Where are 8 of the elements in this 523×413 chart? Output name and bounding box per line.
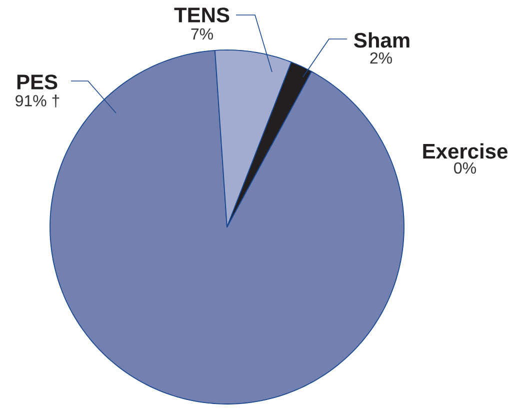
category-label: Exercise	[423, 143, 508, 159]
slice-label: PES	[17, 74, 58, 90]
data-label: 91% †	[16, 94, 60, 108]
data-label: 2%	[370, 52, 392, 64]
data-label: 7%	[191, 28, 213, 40]
text: 0%	[454, 162, 476, 174]
slice-label: TENS	[174, 8, 230, 22]
slice-label: Sham	[354, 32, 410, 48]
